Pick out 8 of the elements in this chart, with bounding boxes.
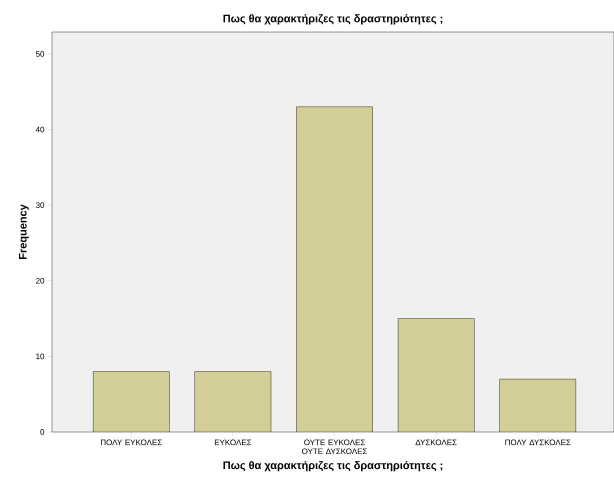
bar (93, 372, 170, 432)
chart-title: Πως θα χαρακτήριζες τις δραστηριότητες ; (223, 14, 442, 24)
x-axis-title: Πως θα χαρακτήριζες τις δραστηριότητες ; (223, 460, 442, 472)
y-axis-title: Frequency (18, 204, 29, 259)
bar (296, 106, 373, 432)
bar (194, 371, 272, 432)
bar (499, 378, 576, 432)
bar (398, 318, 474, 432)
